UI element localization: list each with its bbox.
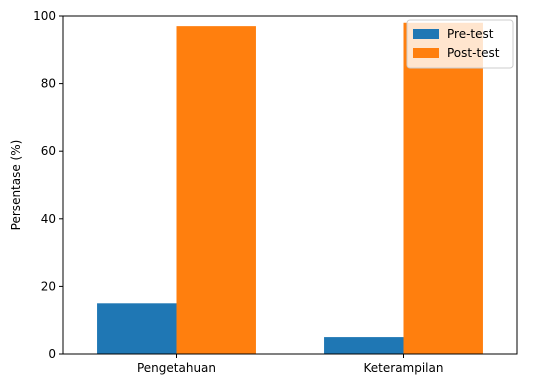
bar-pre-test-keterampilan [324,337,404,354]
y-tick-label: 20 [41,279,56,293]
legend-label: Post-test [447,46,500,60]
y-tick-label: 80 [41,77,56,91]
bar-post-test-keterampilan [403,22,483,354]
y-axis-ticks: 0 20 40 60 80 100 [33,9,63,361]
y-tick-label: 40 [41,212,56,226]
x-tick-label: Keterampilan [364,361,444,375]
y-tick-label: 100 [33,9,56,23]
y-tick-label: 60 [41,144,56,158]
bar-post-test-pengetahuan [176,26,256,354]
y-axis-label: Persentase (%) [9,140,23,231]
bar-pre-test-pengetahuan [97,303,177,354]
legend-label: Pre-test [447,27,494,41]
y-tick-label: 0 [48,347,56,361]
legend-swatch [413,48,439,58]
legend: Pre-test Post-test [406,19,514,69]
bars-layer [97,22,483,354]
legend-swatch [413,29,439,39]
x-axis-ticks: Pengetahuan Keterampilan [137,354,444,375]
plot-frame [62,15,518,355]
x-tick-label: Pengetahuan [137,361,216,375]
